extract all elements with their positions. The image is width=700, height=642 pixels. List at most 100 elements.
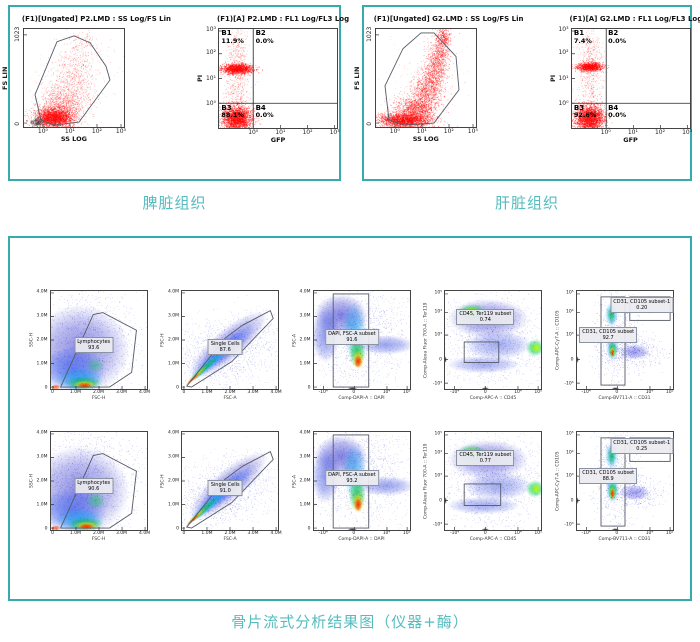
x-axis-label: Comp-APC-A :: CD45 (469, 396, 517, 401)
y-axis-label: SSC-H (29, 474, 34, 488)
plot-area: Single Cells 87.6 (181, 290, 279, 390)
y-axis-ticks: 0 1.0M 2.0M 3.0M 4.0M (167, 288, 179, 390)
liver-caption: 肝脏组织 (494, 194, 559, 212)
spleen-panel: (F1)[Ungated] P2.LMD : SS Log/FS Lin FS L… (1, 5, 349, 181)
scatter-canvas (375, 29, 476, 127)
x-axis-label: GFP (270, 136, 286, 144)
x-axis-label: FSC-A (223, 396, 237, 401)
plot-area: CD31, CD105 subset 92.7 CD31, CD105 subset… (575, 290, 674, 390)
y-axis-label: Comp-Alexa Fluor 700-A :: Ter119 (423, 302, 429, 378)
bone-row-1: SSC-H 0 1.0M 2.0M 3.0M 4.0M Lymphocytes 93.6 0 1.… (10, 288, 690, 401)
bone-r1-dapi-plot: FSC-A 0 1.0M 2.0M 3.0M 4.0M DAPI, FSC-A subset… (290, 288, 411, 401)
gate-label: CD45, Ter119 subset 0.74 (456, 309, 515, 326)
bone-r2-single-cells-plot: FSC-H 0 1.0M 2.0M 3.0M 4.0M Single Cells 91.0 0 1… (158, 429, 282, 542)
x-axis-ticks: -10⁴ 0 10⁴ 10⁵ (581, 390, 674, 395)
gate-label: Lymphocytes 93.6 (74, 336, 114, 353)
x-axis-label: Comp-DAPI-A :: DAPI (338, 396, 385, 401)
gate-label: CD31, CD105 subset-1 0.25 (610, 437, 674, 454)
gate-label: CD31, CD105 subset 88.9 (579, 468, 638, 485)
liver-scatter-plot: (F1)[Ungated] G2.LMD : SS Log/FS Lin FS L… (352, 13, 524, 143)
gate-label: B1 7.4% (573, 29, 592, 45)
bone-r1-cd45-ter119-plot: Comp-Alexa Fluor 700-A :: Ter119 -10³ 0 10³… (421, 290, 542, 401)
gate-label: B4 0.0% (608, 103, 627, 120)
x-axis-label: FSC-H (91, 396, 106, 401)
bone-panel: SSC-H 0 1.0M 2.0M 3.0M 4.0M Lymphocytes 93.6 0 1.… (8, 236, 692, 601)
gate-label: Lymphocytes 90.6 (74, 477, 114, 494)
y-axis-ticks: 0 1.0M 2.0M 3.0M 4.0M (167, 429, 179, 531)
plot-title: (F1)[Ungated] G2.LMD : SS Log/FS Lin (373, 15, 524, 23)
y-axis-label: FSC-H (160, 474, 166, 488)
plot-title: (F1)[A] G2.LMD : FL1 Log/FL3 Log (569, 15, 700, 23)
plot-area: CD31, CD105 subset 88.9 CD31, CD105 subset… (575, 431, 674, 531)
y-axis-label: FSC-A (292, 474, 297, 488)
x-axis-ticks: 0 1.0M 2.0M 3.0M 4.0M (182, 531, 282, 536)
y-axis-ticks: 10⁰ 10¹ 10² 10³ (205, 26, 217, 107)
x-axis-label: Comp-APC-A :: CD45 (469, 537, 517, 542)
plot-area (22, 28, 125, 128)
liver-panel: (F1)[Ungated] G2.LMD : SS Log/FS Lin FS L… (353, 5, 700, 181)
scatter-canvas (445, 432, 541, 530)
plot-area: B1 7.4% B2 0.0% B3 92.6% B4 0.0% (570, 28, 691, 129)
x-axis-ticks: 10⁰ 10¹ 10² 10³ (600, 129, 693, 136)
y-axis-label: Comp-Alexa Fluor 700-A :: Ter119 (423, 443, 429, 519)
scatter-canvas (445, 291, 541, 389)
tissue-panels-row: (F1)[Ungated] P2.LMD : SS Log/FS Lin FS L… (1, 5, 700, 181)
plot-area: DAPI, FSC-A subset 93.2 (312, 431, 411, 531)
gate-label: B3 88.1% (221, 103, 244, 120)
x-axis-ticks: -10⁴ 0 10⁴ 10⁵ (318, 531, 411, 536)
y-axis-label: Comp-APC-Cy7-A :: CD105 (555, 451, 560, 511)
y-axis-ticks: -10³ 0 10³ 10⁴ 10⁵ (432, 289, 442, 386)
y-axis-ticks: 0 1.0M 2.0M 3.0M 4.0M (299, 429, 311, 531)
y-axis-ticks: 0 1.0M 2.0M 3.0M 4.0M (36, 288, 48, 390)
y-axis-ticks: 0 1023 (365, 26, 373, 126)
y-axis-ticks: -10³ 0 10³ 10⁴ 10⁵ (564, 430, 574, 527)
y-axis-label: FSC-A (292, 333, 297, 347)
plot-title: (F1)[A] P2.LMD : FL1 Log/FL3 Log (217, 15, 350, 23)
x-axis-ticks: 0 1.0M 2.0M 3.0M 4.0M (182, 390, 282, 395)
gate-label: DAPI, FSC-A subset 91.6 (325, 329, 379, 346)
x-axis-ticks: 0 1.0M 2.0M 3.0M 4.0M (50, 531, 151, 536)
x-axis-label: SS LOG (412, 135, 439, 143)
plot-area: CD45, Ter119 subset 0.77 (444, 431, 542, 531)
plot-area: Lymphocytes 93.6 (49, 290, 148, 390)
bone-r2-cd31-cd105-plot: Comp-APC-Cy7-A :: CD105 -10³ 0 10³ 10⁴ 10⁵ CD3… (553, 431, 674, 542)
bone-caption: 骨片流式分析结果图（仪器+酶） (231, 613, 469, 631)
bone-r1-lymphocytes-plot: SSC-H 0 1.0M 2.0M 3.0M 4.0M Lymphocytes 93.6 0 1.… (27, 288, 151, 401)
x-axis-ticks: 0 1.0M 2.0M 3.0M 4.0M (50, 390, 151, 395)
y-axis-ticks: -10³ 0 10³ 10⁴ 10⁵ (432, 430, 442, 527)
x-axis-ticks: -10⁴ 0 10⁴ 10⁵ (450, 390, 542, 395)
x-axis-ticks: -10⁴ 0 10⁴ 10⁵ (450, 531, 542, 536)
x-axis-label: FSC-A (223, 537, 237, 542)
x-axis-label: Comp-BV711-A :: CD31 (598, 537, 651, 542)
spleen-caption: 脾脏组织 (142, 194, 207, 212)
y-axis-label: FSC-H (160, 333, 166, 347)
x-axis-ticks: 10⁰ 10¹ 10² 10³ (37, 128, 126, 135)
gate-label: Single Cells 91.0 (207, 479, 243, 496)
gate-label: B4 0.0% (255, 103, 274, 120)
y-axis-label: FS LIN (352, 66, 361, 90)
x-axis-ticks: 10⁰ 10¹ 10² 10³ (248, 129, 340, 136)
scatter-canvas (571, 29, 690, 128)
spleen-scatter-plot: (F1)[Ungated] P2.LMD : SS Log/FS Lin FS L… (0, 13, 171, 143)
x-axis-ticks: -10⁴ 0 10⁴ 10⁵ (581, 531, 674, 536)
plot-area: Single Cells 91.0 (181, 431, 279, 531)
x-axis-label: FSC-H (91, 537, 106, 542)
plot-area (374, 28, 477, 128)
y-axis-ticks: 0 1023 (13, 26, 21, 126)
liver-quadrant-plot: (F1)[A] G2.LMD : FL1 Log/FL3 Log PI 10⁰ 10¹… (548, 13, 700, 144)
x-axis-ticks: -10⁴ 0 10⁴ 10⁵ (318, 390, 411, 395)
y-axis-label: FS LIN (0, 66, 9, 90)
gate-label: B1 11.9% (221, 29, 244, 45)
y-axis-label: PI (196, 74, 205, 83)
gate-label: B3 92.6% (573, 103, 597, 120)
bone-r2-cd45-ter119-plot: Comp-Alexa Fluor 700-A :: Ter119 -10³ 0 10³… (421, 431, 542, 542)
plot-area: B1 11.9% B2 0.0% B3 88.1% B4 0.0% (218, 28, 339, 129)
bone-r2-dapi-plot: FSC-A 0 1.0M 2.0M 3.0M 4.0M DAPI, FSC-A subset… (290, 429, 411, 542)
gate-label: CD31, CD105 subset-1 0.20 (610, 296, 674, 313)
y-axis-ticks: 0 1.0M 2.0M 3.0M 4.0M (299, 288, 311, 390)
plot-area: Lymphocytes 90.6 (49, 431, 148, 531)
scatter-canvas (219, 29, 338, 128)
y-axis-label: Comp-APC-Cy7-A :: CD105 (555, 310, 560, 370)
y-axis-ticks: 10⁰ 10¹ 10² 10³ (558, 26, 569, 107)
plot-area: DAPI, FSC-A subset 91.6 (312, 290, 411, 390)
